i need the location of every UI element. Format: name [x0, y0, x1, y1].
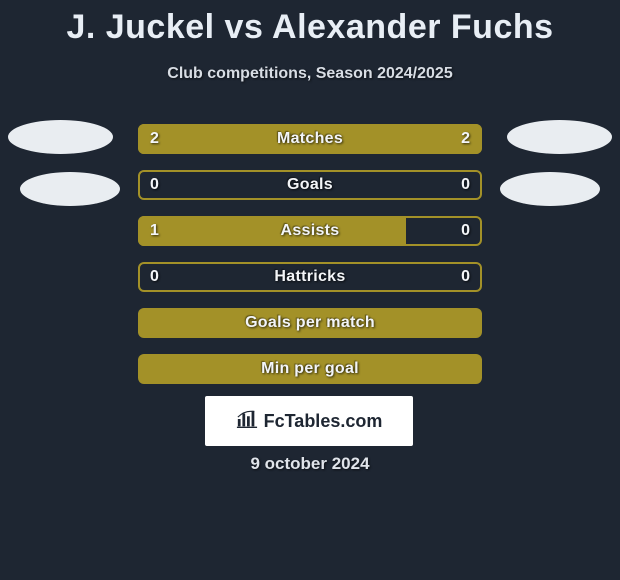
stat-value-left: 1	[150, 216, 159, 246]
stat-value-right: 0	[461, 170, 470, 200]
team-right-avatar	[500, 172, 600, 206]
team-left-avatar	[20, 172, 120, 206]
stat-label: Min per goal	[138, 354, 482, 384]
stat-label: Goals per match	[138, 308, 482, 338]
stat-label: Hattricks	[138, 262, 482, 292]
stat-value-left: 0	[150, 170, 159, 200]
stat-value-right: 0	[461, 216, 470, 246]
brand-text: FcTables.com	[264, 411, 383, 432]
stat-value-left: 0	[150, 262, 159, 292]
stat-value-right: 0	[461, 262, 470, 292]
stat-value-left: 2	[150, 124, 159, 154]
player-right-avatar	[507, 120, 612, 154]
stat-row: Matches2 2	[138, 124, 482, 154]
stat-row: Goals per match	[138, 308, 482, 338]
stat-row: Assists1 0	[138, 216, 482, 246]
stat-row: Min per goal	[138, 354, 482, 384]
brand-box: FcTables.com	[205, 396, 413, 446]
stat-row: Goals0 0	[138, 170, 482, 200]
stat-label: Assists	[138, 216, 482, 246]
page-subtitle: Club competitions, Season 2024/2025	[0, 65, 620, 83]
stat-label: Goals	[138, 170, 482, 200]
player-left-avatar	[8, 120, 113, 154]
stat-row: Hattricks0 0	[138, 262, 482, 292]
bars-chart-icon	[236, 408, 258, 435]
stat-value-right: 2	[461, 124, 470, 154]
snapshot-date: 9 october 2024	[0, 454, 620, 474]
comparison-bars: Matches22Goals00Assists10Hattricks00Goal…	[138, 124, 482, 400]
stat-label: Matches	[138, 124, 482, 154]
page-title: J. Juckel vs Alexander Fuchs	[0, 0, 620, 47]
